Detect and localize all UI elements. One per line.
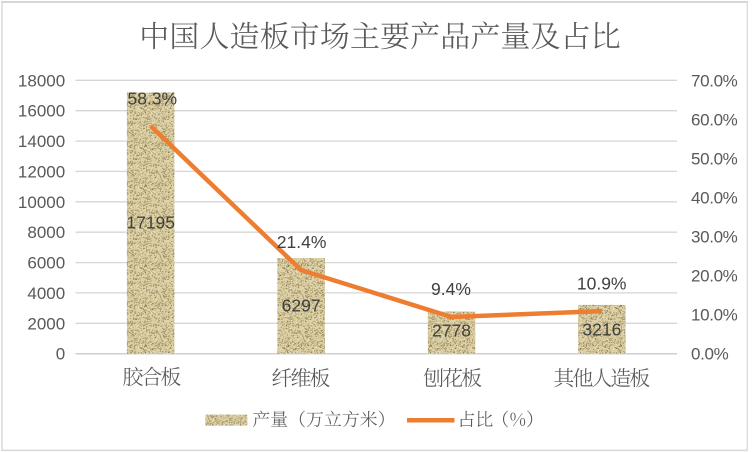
- svg-text:30.0%: 30.0%: [691, 228, 738, 247]
- svg-text:8000: 8000: [27, 223, 65, 242]
- svg-text:40.0%: 40.0%: [691, 189, 738, 208]
- svg-text:20.0%: 20.0%: [691, 267, 738, 286]
- svg-text:70.0%: 70.0%: [691, 71, 738, 90]
- svg-text:10.9%: 10.9%: [577, 273, 627, 293]
- svg-text:10.0%: 10.0%: [691, 306, 738, 325]
- svg-text:2000: 2000: [27, 314, 65, 333]
- svg-text:18000: 18000: [18, 71, 65, 90]
- svg-text:14000: 14000: [18, 132, 65, 151]
- svg-text:16000: 16000: [18, 102, 65, 121]
- svg-text:12000: 12000: [18, 162, 65, 181]
- svg-text:9.4%: 9.4%: [431, 279, 471, 299]
- svg-text:21.4%: 21.4%: [277, 232, 327, 252]
- svg-text:58.3%: 58.3%: [127, 88, 177, 108]
- svg-text:4000: 4000: [27, 284, 65, 303]
- svg-text:0.0%: 0.0%: [691, 345, 729, 364]
- svg-text:2778: 2778: [432, 321, 471, 341]
- svg-text:17195: 17195: [126, 213, 175, 233]
- svg-text:60.0%: 60.0%: [691, 110, 738, 129]
- svg-text:10000: 10000: [18, 193, 65, 212]
- svg-text:0: 0: [56, 345, 65, 364]
- svg-text:3216: 3216: [582, 319, 621, 339]
- svg-text:50.0%: 50.0%: [691, 149, 738, 168]
- svg-text:6297: 6297: [282, 296, 321, 316]
- svg-text:6000: 6000: [27, 254, 65, 273]
